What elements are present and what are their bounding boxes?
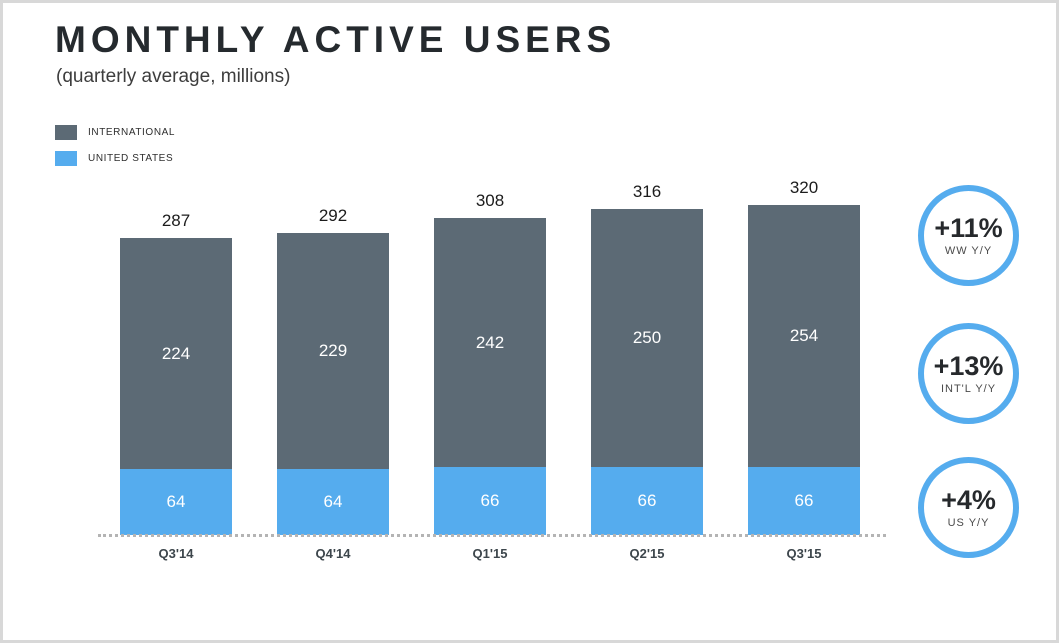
badge-label: US Y/Y — [947, 517, 990, 530]
legend-swatch-international — [55, 125, 77, 140]
bar-total-label: 292 — [318, 206, 348, 225]
x-axis-label: Q3'15 — [786, 546, 822, 561]
legend-item-international: INTERNATIONAL — [55, 125, 175, 140]
bar-column: 320 254 66 — [748, 175, 860, 535]
x-axis-label: Q2'15 — [629, 546, 665, 561]
bar-column: 292 229 64 — [277, 175, 389, 535]
badge-intl-yoy: +13% INT'L Y/Y — [918, 323, 1019, 424]
badge-value: +13% — [933, 350, 1004, 381]
x-axis-label: Q1'15 — [472, 546, 508, 561]
legend-item-united-states: UNITED STATES — [55, 151, 175, 166]
bar-total-label: 316 — [632, 182, 662, 201]
x-axis-label: Q4'14 — [315, 546, 351, 561]
bar-segment-international: 254 — [748, 205, 860, 467]
badge-ww-yoy: +11% WW Y/Y — [918, 185, 1019, 286]
bar-chart: 287 224 64 292 229 64 308 242 66 316 250 66 320 254 66 — [120, 175, 860, 535]
badge-us-yoy: +4% US Y/Y — [918, 457, 1019, 558]
badge-label: INT'L Y/Y — [940, 383, 997, 396]
badge-value: +4% — [941, 484, 996, 515]
bar-total-label: 308 — [475, 191, 505, 210]
bar-segment-united-states: 64 — [277, 469, 389, 535]
x-axis-baseline — [98, 534, 886, 537]
bar-segment-international: 229 — [277, 233, 389, 469]
legend: INTERNATIONAL UNITED STATES — [55, 125, 175, 177]
legend-label-international: INTERNATIONAL — [88, 127, 176, 138]
bar-segment-international: 250 — [591, 209, 703, 467]
legend-swatch-united-states — [55, 151, 77, 166]
bar-total-label: 287 — [161, 211, 191, 230]
legend-label-united-states: UNITED STATES — [88, 153, 174, 164]
bar-segment-united-states: 66 — [434, 467, 546, 535]
bar-column: 316 250 66 — [591, 175, 703, 535]
chart-subtitle: (quarterly average, millions) — [56, 66, 291, 87]
bar-column: 308 242 66 — [434, 175, 546, 535]
bar-total-label: 320 — [789, 178, 819, 197]
badge-value: +11% — [934, 212, 1003, 243]
bar-segment-united-states: 66 — [591, 467, 703, 535]
bar-column: 287 224 64 — [120, 175, 232, 535]
bar-segment-united-states: 66 — [748, 467, 860, 535]
x-axis-labels: Q3'14 Q4'14 Q1'15 Q2'15 Q3'15 — [120, 546, 860, 561]
bar-segment-international: 242 — [434, 218, 546, 467]
badge-label: WW Y/Y — [944, 245, 993, 258]
bar-segment-united-states: 64 — [120, 469, 232, 535]
chart-title: MONTHLY ACTIVE USERS — [55, 19, 617, 60]
bar-segment-international: 224 — [120, 238, 232, 469]
x-axis-label: Q3'14 — [158, 546, 194, 561]
